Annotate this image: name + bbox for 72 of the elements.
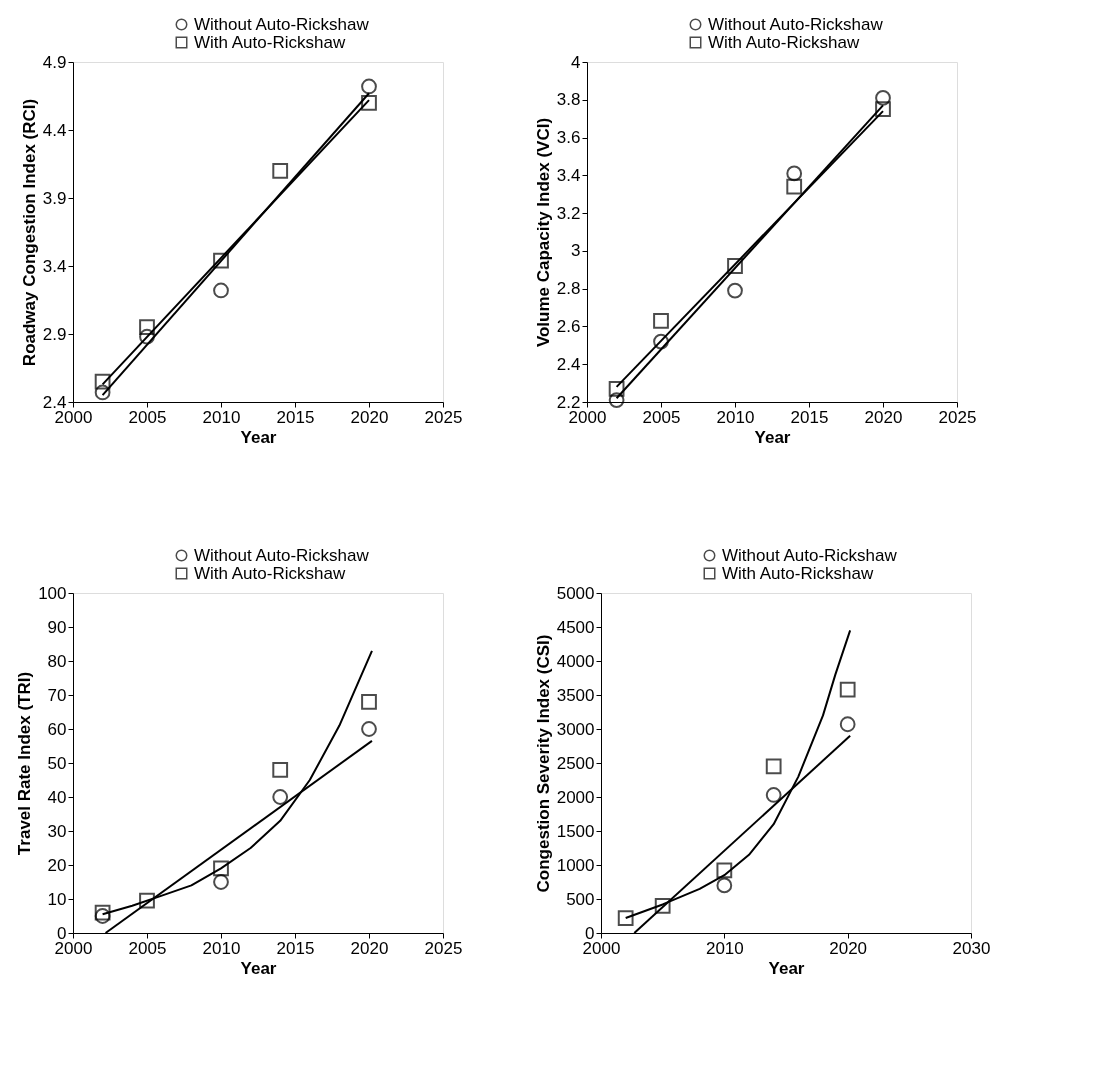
y-tick-label: 2.9 (42, 324, 67, 344)
x-tick-label: 2025 (938, 407, 977, 427)
x-tick-label: 2010 (202, 938, 241, 958)
y-tick-label: 70 (47, 685, 67, 705)
x-tick-label: 2015 (276, 407, 315, 427)
x-tick-label: 2020 (864, 407, 903, 427)
x-tick-label: 2010 (716, 407, 755, 427)
y-tick-label: 5000 (556, 583, 595, 603)
x-tick-label: 2025 (424, 938, 463, 958)
y-axis-title: Roadway Congestion Index (RCI) (19, 98, 39, 367)
legend-label: Without Auto-Rickshaw (722, 545, 898, 565)
y-tick-label: 2000 (556, 787, 595, 807)
x-tick-label: 2030 (952, 938, 991, 958)
x-tick-label: 2005 (128, 938, 167, 958)
x-tick-label: 2010 (705, 938, 744, 958)
x-tick-label: 2015 (276, 938, 315, 958)
y-tick-label: 2.4 (556, 354, 581, 374)
y-tick-label: 2.2 (556, 392, 581, 412)
x-tick-label: 2020 (350, 938, 389, 958)
x-tick-label: 2005 (642, 407, 681, 427)
x-tick-label: 2005 (128, 407, 167, 427)
y-tick-label: 10 (47, 889, 67, 909)
y-tick-label: 3.6 (556, 128, 581, 148)
y-axis-title: Travel Rate Index (TRI) (15, 671, 35, 856)
y-tick-label: 500 (566, 889, 595, 909)
y-tick-label: 4 (571, 52, 581, 72)
y-tick-label: 4000 (556, 651, 595, 671)
x-axis-title: Year (754, 427, 791, 447)
y-tick-label: 3 (571, 241, 581, 261)
y-tick-label: 4.4 (42, 120, 67, 140)
legend-label: With Auto-Rickshaw (722, 563, 874, 583)
y-tick-label: 30 (47, 821, 67, 841)
y-tick-label: 3.4 (556, 165, 581, 185)
y-tick-label: 2.8 (556, 279, 581, 299)
x-axis-title: Year (240, 427, 277, 447)
x-tick-label: 2015 (790, 407, 829, 427)
y-tick-label: 80 (47, 651, 67, 671)
legend-label: Without Auto-Rickshaw (194, 14, 370, 34)
y-tick-label: 0 (57, 923, 67, 943)
y-tick-label: 3.8 (556, 90, 581, 110)
y-tick-label: 60 (47, 719, 67, 739)
y-tick-label: 2500 (556, 753, 595, 773)
y-tick-label: 1500 (556, 821, 595, 841)
y-tick-label: 100 (38, 583, 67, 603)
x-axis-title: Year (240, 958, 277, 978)
y-tick-label: 4500 (556, 617, 595, 637)
y-axis-title: Congestion Severity Index (CSI) (533, 634, 553, 893)
x-tick-label: 2020 (829, 938, 868, 958)
y-tick-label: 2.4 (42, 392, 67, 412)
y-tick-label: 3.9 (42, 188, 67, 208)
y-tick-label: 20 (47, 855, 67, 875)
x-axis-title: Year (768, 958, 805, 978)
y-tick-label: 3500 (556, 685, 595, 705)
legend-label: With Auto-Rickshaw (708, 32, 860, 52)
y-tick-label: 3.2 (556, 203, 581, 223)
y-tick-label: 3.4 (42, 256, 67, 276)
y-tick-label: 50 (47, 753, 67, 773)
x-tick-label: 2025 (424, 407, 463, 427)
legend-label: Without Auto-Rickshaw (194, 545, 370, 565)
y-tick-label: 0 (585, 923, 595, 943)
y-tick-label: 2.6 (556, 316, 581, 336)
y-tick-label: 40 (47, 787, 67, 807)
y-tick-label: 1000 (556, 855, 595, 875)
y-tick-label: 4.9 (42, 52, 67, 72)
legend-label: Without Auto-Rickshaw (708, 14, 884, 34)
x-tick-label: 2010 (202, 407, 241, 427)
y-axis-title: Volume Capacity Index (VCI) (533, 117, 553, 348)
legend-label: With Auto-Rickshaw (194, 563, 346, 583)
legend-label: With Auto-Rickshaw (194, 32, 346, 52)
y-tick-label: 3000 (556, 719, 595, 739)
y-tick-label: 90 (47, 617, 67, 637)
x-tick-label: 2020 (350, 407, 389, 427)
